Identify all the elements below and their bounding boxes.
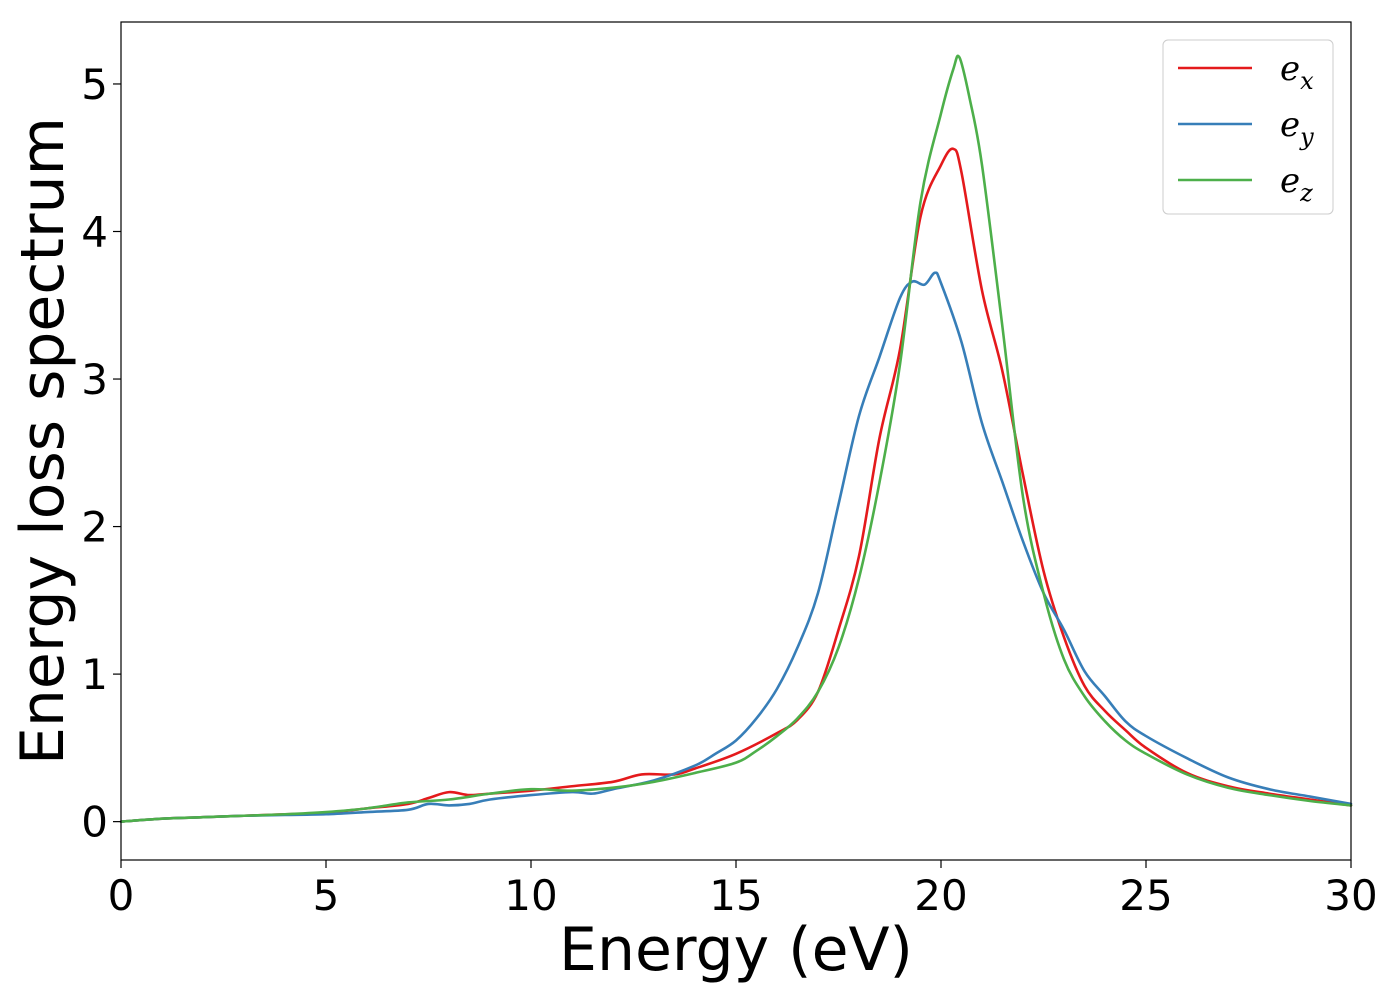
x-axis: 0 5 10 15 20 25 30 <box>108 860 1378 920</box>
x-tick-label: 30 <box>1324 871 1377 920</box>
y-tick-label: 5 <box>81 60 108 109</box>
legend-label-base: e <box>1280 161 1300 201</box>
x-tick-label: 5 <box>313 871 340 920</box>
y-tick-label: 4 <box>81 208 108 257</box>
x-tick-label: 20 <box>914 871 967 920</box>
x-tick-label: 10 <box>504 871 557 920</box>
y-tick-label: 1 <box>81 650 108 699</box>
y-tick-label: 0 <box>81 798 108 847</box>
legend-box <box>1162 39 1334 215</box>
y-axis: 0 1 2 3 4 5 <box>81 60 121 847</box>
y-tick-label: 2 <box>81 503 108 552</box>
legend-label-base: e <box>1280 49 1300 89</box>
legend-label-subscript: x <box>1300 67 1314 95</box>
x-axis-label: Energy (eV) <box>559 915 913 985</box>
legend-label-subscript: z <box>1299 179 1313 207</box>
legend-label-base: e <box>1280 105 1300 145</box>
series-layer <box>119 54 1353 823</box>
y-axis-label: Energy loss spectrum <box>8 117 78 765</box>
series-line-e-x <box>119 147 1353 823</box>
x-tick-label: 0 <box>108 871 135 920</box>
series-line-e-z <box>119 54 1353 823</box>
y-tick-label: 3 <box>81 355 108 404</box>
legend-label-x: ex <box>1280 49 1314 95</box>
series-line-e-y <box>119 271 1353 823</box>
x-tick-label: 15 <box>709 871 762 920</box>
x-tick-label: 25 <box>1119 871 1172 920</box>
legend-label-z: ez <box>1280 161 1313 207</box>
legend-label-subscript: y <box>1299 123 1314 151</box>
legend-label-y: ey <box>1280 105 1314 151</box>
